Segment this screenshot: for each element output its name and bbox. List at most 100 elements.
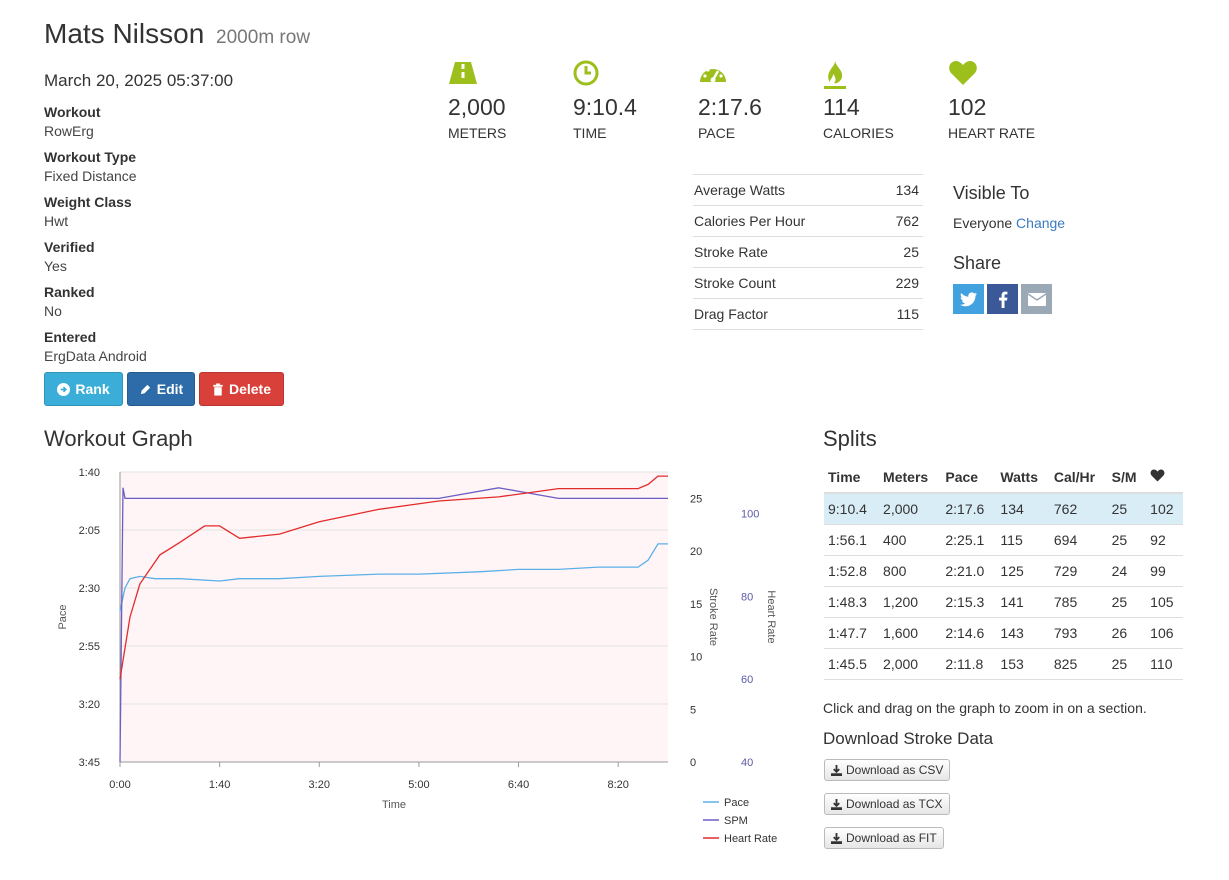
change-visibility-link[interactable]: Change bbox=[1016, 215, 1066, 231]
stat-calories-label: CALORIES bbox=[823, 125, 894, 141]
metric-value: 229 bbox=[877, 267, 923, 299]
share-title: Share bbox=[953, 253, 1002, 273]
splits-cell: 9:10.4 bbox=[824, 493, 880, 525]
y-tick-label: 3:20 bbox=[79, 699, 100, 711]
email-icon bbox=[1027, 292, 1046, 306]
twitter-share-button[interactable] bbox=[953, 284, 984, 314]
x-tick-label: 5:00 bbox=[408, 779, 429, 791]
splits-row: 9:10.4 2,000 2:17.6 134 762 25 102 bbox=[824, 493, 1183, 525]
workout-subtitle: 2000m row bbox=[216, 27, 311, 48]
splits-cell: 2,000 bbox=[879, 493, 942, 525]
stat-meters-label: METERS bbox=[448, 125, 507, 141]
splits-cell: 793 bbox=[1049, 617, 1108, 649]
splits-header-row: Time Meters Pace Watts Cal/Hr S/M bbox=[824, 461, 1183, 494]
delete-button[interactable]: Delete bbox=[199, 372, 284, 406]
splits-cell: 25 bbox=[1107, 648, 1147, 680]
legend-item: Pace bbox=[724, 797, 749, 809]
clock-icon bbox=[573, 60, 599, 86]
splits-header: Watts bbox=[996, 461, 1050, 494]
heart-rate-tick-label: 40 bbox=[741, 757, 753, 769]
download-fit-button[interactable]: Download as FIT bbox=[824, 827, 944, 849]
athlete-name: Mats Nilsson 2000m row bbox=[44, 18, 310, 50]
splits-row: 1:45.5 2,000 2:11.8 153 825 25 110 bbox=[824, 648, 1183, 680]
pace-axis-label: Pace bbox=[57, 604, 69, 629]
metrics-row: Drag Factor 115 bbox=[693, 298, 923, 330]
splits-header: Meters bbox=[879, 461, 942, 494]
spm-line bbox=[119, 487, 668, 763]
stroke-rate-tick-label: 25 bbox=[690, 493, 702, 505]
splits-cell: 143 bbox=[996, 617, 1050, 649]
email-share-button[interactable] bbox=[1021, 284, 1052, 314]
stat-calories: 114 CALORIES bbox=[823, 60, 943, 141]
heart-rate-tick-label: 100 bbox=[741, 508, 759, 520]
splits-cell: 24 bbox=[1107, 555, 1147, 587]
splits-header-heart bbox=[1146, 461, 1183, 494]
stroke-rate-tick-label: 15 bbox=[690, 599, 702, 611]
stat-heart-rate-label: HEART RATE bbox=[948, 125, 1036, 141]
stat-time-value: 9:10.4 bbox=[573, 94, 637, 120]
splits-cell: 1:56.1 bbox=[824, 524, 880, 556]
twitter-icon bbox=[959, 291, 977, 306]
splits-cell: 1,200 bbox=[879, 586, 942, 618]
athlete-name-text: Mats Nilsson bbox=[44, 18, 205, 49]
download-icon bbox=[831, 832, 842, 844]
x-axis-label: Time bbox=[382, 799, 406, 811]
splits-table: Time Meters Pace Watts Cal/Hr S/M 9:10.4… bbox=[824, 461, 1183, 680]
metric-label: Drag Factor bbox=[693, 298, 878, 330]
heart-rate-line bbox=[119, 475, 668, 680]
y-tick-label: 1:40 bbox=[79, 467, 100, 479]
splits-cell: 99 bbox=[1146, 555, 1183, 587]
splits-cell: 694 bbox=[1049, 524, 1108, 556]
splits-cell: 25 bbox=[1107, 524, 1147, 556]
splits-row: 1:48.3 1,200 2:15.3 141 785 25 105 bbox=[824, 586, 1183, 618]
info-label-entered: Entered bbox=[44, 329, 97, 345]
download-csv-button[interactable]: Download as CSV bbox=[824, 759, 951, 781]
y-tick-label: 2:30 bbox=[79, 583, 100, 595]
info-value-weight-class: Hwt bbox=[44, 213, 69, 229]
stat-pace: 2:17.6 PACE bbox=[698, 60, 818, 141]
splits-cell: 400 bbox=[879, 524, 942, 556]
splits-cell: 1:48.3 bbox=[824, 586, 880, 618]
download-tcx-button[interactable]: Download as TCX bbox=[824, 793, 950, 815]
heart-icon bbox=[1150, 469, 1165, 481]
download-icon bbox=[831, 764, 842, 776]
splits-cell: 110 bbox=[1146, 648, 1183, 680]
x-tick-label: 6:40 bbox=[508, 779, 529, 791]
edit-button[interactable]: Edit bbox=[127, 372, 195, 406]
metric-label: Stroke Rate bbox=[693, 236, 878, 268]
visibility-row: Everyone Change bbox=[953, 215, 1065, 231]
trash-icon bbox=[213, 382, 223, 396]
splits-cell: 825 bbox=[1049, 648, 1108, 680]
facebook-share-button[interactable] bbox=[987, 284, 1018, 314]
metrics-row: Average Watts 134 bbox=[693, 174, 923, 206]
splits-cell: 102 bbox=[1146, 493, 1183, 525]
stat-time-label: TIME bbox=[573, 125, 607, 141]
stat-meters-value: 2,000 bbox=[448, 94, 506, 120]
info-value-ranked: No bbox=[44, 303, 62, 319]
legend-item: Heart Rate bbox=[724, 833, 777, 845]
download-csv-label: Download as CSV bbox=[846, 763, 944, 777]
splits-cell: 115 bbox=[996, 524, 1050, 556]
stroke-rate-axis-label: Stroke Rate bbox=[707, 588, 719, 646]
info-label-workout-type: Workout Type bbox=[44, 149, 137, 165]
arrow-circle-icon bbox=[57, 382, 71, 396]
heart-rate-tick-label: 80 bbox=[741, 591, 753, 603]
splits-cell: 25 bbox=[1107, 586, 1147, 618]
splits-cell: 92 bbox=[1146, 524, 1183, 556]
metric-value: 25 bbox=[877, 236, 923, 268]
splits-cell: 2:11.8 bbox=[941, 648, 997, 680]
splits-cell: 106 bbox=[1146, 617, 1183, 649]
download-title: Download Stroke Data bbox=[823, 729, 994, 748]
info-label-verified: Verified bbox=[44, 239, 95, 255]
splits-cell: 26 bbox=[1107, 617, 1147, 649]
splits-row: 1:56.1 400 2:25.1 115 694 25 92 bbox=[824, 524, 1183, 556]
splits-cell: 125 bbox=[996, 555, 1050, 587]
workout-info: Workout RowErg Workout Type Fixed Distan… bbox=[44, 102, 344, 372]
stroke-rate-tick-label: 0 bbox=[690, 757, 696, 769]
splits-cell: 2:25.1 bbox=[941, 524, 997, 556]
workout-graph[interactable]: 1:40 2:05 2:30 2:55 3:20 3:45 0 5 10 15 20 25 40 60 80… bbox=[40, 460, 800, 860]
rank-button[interactable]: Rank bbox=[44, 372, 123, 406]
delete-button-label: Delete bbox=[228, 381, 272, 397]
legend-item: SPM bbox=[724, 815, 748, 827]
download-tcx-label: Download as TCX bbox=[846, 797, 943, 811]
